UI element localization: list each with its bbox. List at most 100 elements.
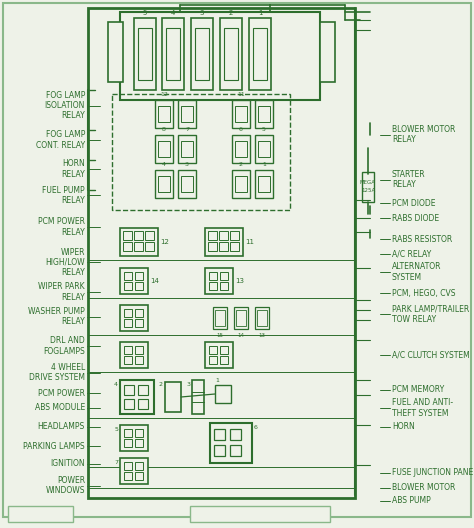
Bar bbox=[208, 231, 217, 240]
Text: 4: 4 bbox=[162, 162, 166, 167]
Bar bbox=[253, 28, 267, 80]
Text: HORN: HORN bbox=[392, 422, 415, 431]
Bar bbox=[209, 346, 217, 354]
Bar bbox=[230, 429, 241, 440]
Text: PCM DIODE: PCM DIODE bbox=[392, 199, 436, 208]
Ellipse shape bbox=[89, 108, 111, 143]
Bar bbox=[158, 141, 170, 157]
Text: 4 WHEEL
DRIVE SYSTEM: 4 WHEEL DRIVE SYSTEM bbox=[29, 363, 85, 382]
Bar bbox=[158, 106, 170, 122]
Bar bbox=[145, 231, 154, 240]
Ellipse shape bbox=[93, 128, 107, 138]
Bar bbox=[235, 141, 247, 157]
Bar bbox=[257, 310, 267, 326]
Text: 2: 2 bbox=[159, 382, 163, 387]
Bar bbox=[320, 22, 335, 82]
Bar bbox=[108, 22, 123, 82]
Bar bbox=[166, 28, 180, 80]
Bar bbox=[135, 472, 143, 480]
Bar bbox=[191, 18, 213, 90]
Text: WIPER
HIGH/LOW
RELAY: WIPER HIGH/LOW RELAY bbox=[46, 248, 85, 277]
Bar bbox=[210, 423, 252, 463]
Bar bbox=[134, 242, 143, 251]
Bar bbox=[192, 380, 204, 414]
Bar bbox=[124, 472, 132, 480]
Text: 12: 12 bbox=[160, 239, 169, 245]
Text: 3: 3 bbox=[185, 162, 189, 167]
Bar bbox=[205, 228, 243, 256]
Bar bbox=[255, 100, 273, 128]
Bar bbox=[124, 346, 132, 354]
Bar bbox=[214, 445, 225, 456]
Text: BLOWER MOTOR: BLOWER MOTOR bbox=[392, 483, 456, 493]
Bar bbox=[181, 141, 193, 157]
Bar bbox=[112, 94, 290, 210]
Bar bbox=[235, 176, 247, 192]
Bar bbox=[124, 319, 132, 327]
Text: HEADLAMPS: HEADLAMPS bbox=[38, 422, 85, 431]
Bar bbox=[181, 106, 193, 122]
Text: ALTERNATOR
SYSTEM: ALTERNATOR SYSTEM bbox=[392, 262, 441, 281]
Bar bbox=[215, 310, 225, 326]
Bar bbox=[230, 445, 241, 456]
Text: 7: 7 bbox=[185, 127, 189, 132]
Bar bbox=[220, 272, 228, 280]
Bar bbox=[124, 462, 132, 470]
Ellipse shape bbox=[358, 196, 378, 216]
Text: FUEL PUMP
RELAY: FUEL PUMP RELAY bbox=[42, 186, 85, 205]
Bar bbox=[135, 346, 143, 354]
Text: MEGA: MEGA bbox=[360, 181, 376, 185]
Bar bbox=[120, 458, 148, 484]
Text: 12: 12 bbox=[160, 92, 168, 97]
Bar bbox=[138, 28, 152, 80]
Bar bbox=[205, 268, 233, 294]
Bar bbox=[181, 176, 193, 192]
Text: 3: 3 bbox=[187, 382, 191, 387]
Text: PCM POWER: PCM POWER bbox=[38, 389, 85, 398]
Bar bbox=[155, 170, 173, 198]
Bar bbox=[120, 305, 148, 331]
Bar bbox=[124, 356, 132, 364]
Bar bbox=[135, 319, 143, 327]
Bar bbox=[123, 242, 132, 251]
Bar bbox=[135, 462, 143, 470]
Text: 6: 6 bbox=[254, 425, 258, 430]
Text: FUSE JUNCTION PANEL: FUSE JUNCTION PANEL bbox=[392, 468, 474, 477]
Bar bbox=[209, 282, 217, 290]
Bar bbox=[138, 399, 148, 409]
Text: 5: 5 bbox=[143, 10, 147, 16]
Ellipse shape bbox=[93, 120, 107, 130]
Text: 13: 13 bbox=[258, 333, 265, 338]
Bar bbox=[158, 176, 170, 192]
Text: WASHER PUMP
RELAY: WASHER PUMP RELAY bbox=[28, 307, 85, 326]
Text: 11: 11 bbox=[237, 92, 245, 97]
Bar bbox=[145, 242, 154, 251]
Text: PCM POWER
RELAY: PCM POWER RELAY bbox=[38, 218, 85, 237]
Text: PCM MEMORY: PCM MEMORY bbox=[392, 385, 444, 394]
Bar bbox=[258, 106, 270, 122]
Bar bbox=[123, 231, 132, 240]
Text: FOG LAMP
ISOLATION
RELAY: FOG LAMP ISOLATION RELAY bbox=[45, 91, 85, 120]
Text: 14: 14 bbox=[237, 333, 245, 338]
Bar bbox=[234, 307, 248, 329]
Text: 4: 4 bbox=[171, 10, 175, 16]
Text: 6: 6 bbox=[239, 127, 243, 132]
Bar bbox=[88, 8, 355, 498]
Text: 8: 8 bbox=[162, 127, 166, 132]
Bar bbox=[120, 268, 148, 294]
Bar bbox=[214, 429, 225, 440]
Bar bbox=[135, 282, 143, 290]
Text: A/C CLUTCH SYSTEM: A/C CLUTCH SYSTEM bbox=[392, 351, 470, 360]
Bar bbox=[219, 231, 228, 240]
Bar bbox=[215, 385, 231, 403]
Text: 2: 2 bbox=[229, 10, 233, 16]
Text: 5: 5 bbox=[114, 427, 118, 432]
Bar bbox=[209, 272, 217, 280]
Bar bbox=[220, 282, 228, 290]
Bar bbox=[138, 385, 148, 395]
Ellipse shape bbox=[91, 456, 115, 488]
Text: 11: 11 bbox=[245, 239, 254, 245]
Bar bbox=[120, 342, 148, 368]
Text: 1: 1 bbox=[215, 378, 219, 383]
Circle shape bbox=[362, 107, 378, 123]
